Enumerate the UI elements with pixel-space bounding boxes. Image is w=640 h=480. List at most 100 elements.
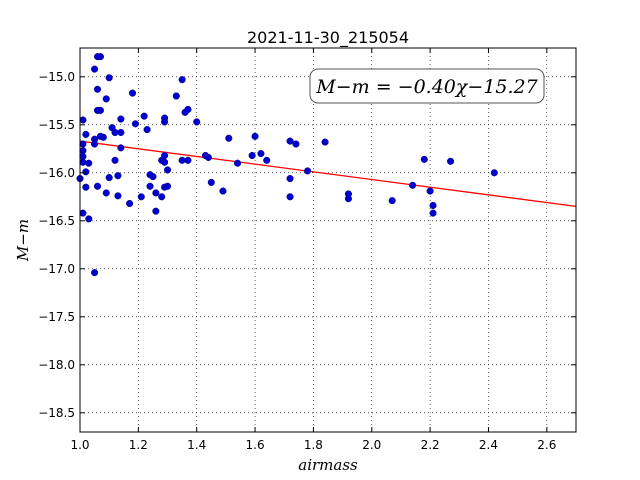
y-tick-label: −18.0 [38,358,75,372]
x-tick-label: 1.8 [304,438,323,452]
y-tick-label: −18.5 [38,406,75,420]
data-point [161,151,169,160]
data-point [79,158,87,166]
chart-title: 2021-11-30_215054 [247,28,409,48]
data-point [146,182,154,190]
data-point [149,173,157,181]
data-point [128,89,137,97]
data-point [82,168,90,176]
data-point [286,193,294,201]
data-points [76,53,498,277]
data-point [204,153,212,161]
data-point [158,193,166,201]
data-point [161,118,169,126]
y-tick-label: −16.0 [38,166,75,180]
data-point [161,158,169,166]
y-tick-label: −16.5 [38,214,75,228]
data-point [207,178,215,186]
data-point [257,150,265,158]
data-point [96,53,104,61]
data-point [99,133,107,141]
data-point [91,65,99,73]
data-point [93,85,102,93]
data-point [446,157,455,165]
x-tick-label: 2.2 [421,438,440,452]
data-point [117,144,125,152]
data-point [193,118,201,126]
data-point [292,140,300,148]
data-point [172,92,180,100]
data-point [126,199,134,208]
x-tick-label: 2.4 [479,438,498,452]
data-point [82,183,90,191]
data-point [248,151,256,160]
data-point [91,140,99,148]
x-tick-labels: 1.0 1.2 1.4 1.6 1.8 2.0 2.2 2.4 2.6 [70,438,556,452]
data-point [429,209,437,217]
data-point [420,155,428,163]
data-point [219,187,227,195]
plot-frame [79,47,577,433]
data-point [85,215,93,223]
data-point [225,134,233,142]
x-tick-label: 1.4 [187,438,206,452]
data-point [163,166,172,174]
data-point [286,137,294,145]
data-point [79,116,87,124]
data-point [114,192,122,200]
data-point [163,182,172,190]
y-tick-label: −17.0 [38,262,75,276]
y-tick-label: −15.5 [38,118,75,132]
data-point [490,169,498,177]
data-point [105,74,113,82]
data-point [131,120,139,128]
fit-line-group [80,140,576,208]
plot-background [80,48,576,432]
y-axis-label: M−m [14,219,32,262]
annotation-box [309,68,545,104]
data-point [96,106,104,114]
data-point [251,132,259,140]
fit-annotation: M−m = −0.40χ−15.27 [309,68,545,104]
data-point [286,175,294,183]
data-point [114,172,122,180]
x-tick-label: 1.0 [70,438,89,452]
data-point [184,156,192,164]
data-point [409,181,417,189]
data-point [388,197,396,205]
data-point [85,159,93,167]
y-tick-labels: −15.0 −15.5 −16.0 −16.5 −17.0 −17.5 −18.0 −18.5 [38,70,75,420]
data-point [79,140,87,148]
data-point [184,105,192,113]
data-point [91,269,99,277]
data-point [178,76,186,84]
y-tick-label: −15.0 [38,70,75,84]
x-tick-label: 1.6 [246,438,265,452]
data-point [263,156,271,164]
data-point [93,182,102,190]
axis-ticks [79,48,576,432]
data-point [82,130,90,138]
data-point [344,195,352,203]
data-point [102,189,110,197]
data-point [143,126,151,134]
data-point [429,201,437,209]
data-point [79,209,87,217]
x-tick-label: 1.2 [129,438,148,452]
y-tick-label: −17.5 [38,310,75,324]
data-point [152,189,160,197]
x-tick-label: 2.6 [537,438,556,452]
annotation-text: M−m = −0.40χ−15.27 [315,76,538,98]
data-point [234,159,242,167]
data-point [105,174,113,182]
data-point [152,207,160,215]
data-point [304,167,312,175]
data-point [426,187,434,195]
data-point [102,95,110,103]
data-point [140,112,148,120]
data-point [321,138,329,146]
x-tick-label: 2.0 [362,438,381,452]
data-point [117,128,125,137]
data-point [117,115,125,123]
